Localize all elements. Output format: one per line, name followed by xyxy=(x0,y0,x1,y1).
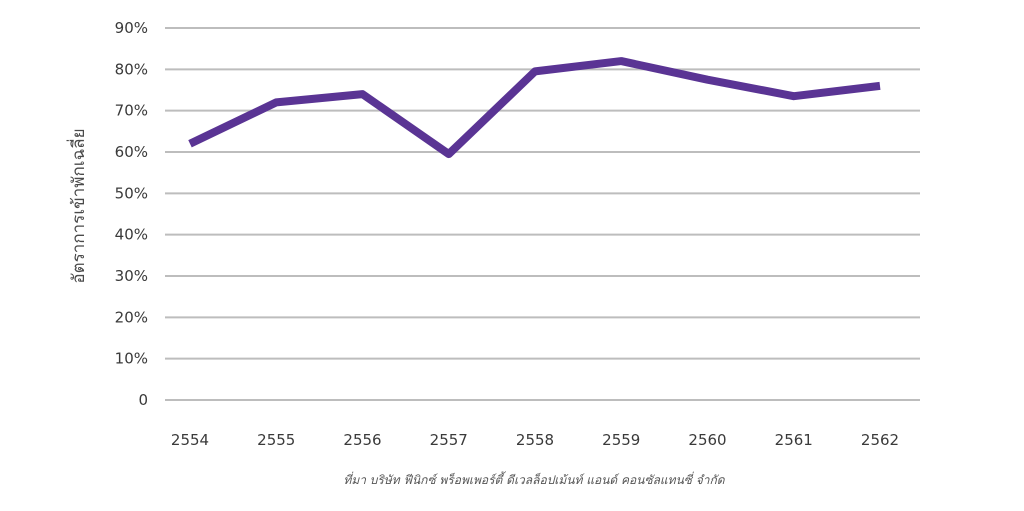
series-layer xyxy=(188,57,881,159)
x-tick-label: 2557 xyxy=(430,431,468,449)
x-tick-label: 2554 xyxy=(171,431,209,449)
y-tick-label: 40% xyxy=(115,226,148,244)
x-tick-labels: 2554 2555 2556 2557 2558 2559 2560 2561 2562 xyxy=(171,431,899,449)
y-tick-label: 80% xyxy=(115,60,148,78)
x-tick-label: 2556 xyxy=(343,431,381,449)
y-tick-label: 20% xyxy=(115,308,148,326)
y-tick-label: 30% xyxy=(115,267,148,285)
x-tick-label: 2562 xyxy=(861,431,899,449)
x-tick-label: 2555 xyxy=(257,431,295,449)
x-tick-label: 2559 xyxy=(602,431,640,449)
y-tick-label: 70% xyxy=(115,102,148,120)
series-line xyxy=(188,57,881,159)
y-tick-label: 10% xyxy=(115,350,148,368)
y-tick-labels: 0 10% 20% 30% 40% 50% 60% 70% 80% 90% xyxy=(115,19,148,409)
source-note: ที่มา บริษัท ฟีนิกซ์ พร็อพเพอร์ตี้ ดีเวล… xyxy=(343,471,725,487)
x-tick-label: 2558 xyxy=(516,431,554,449)
y-axis-label: อัตราการเข้าพักเฉลี่ย xyxy=(66,128,89,283)
y-tick-label: 90% xyxy=(115,19,148,37)
y-tick-label: 50% xyxy=(115,184,148,202)
x-tick-label: 2561 xyxy=(775,431,813,449)
grid-lines xyxy=(165,27,920,401)
y-tick-label: 60% xyxy=(115,143,148,161)
y-tick-label: 0 xyxy=(138,391,148,409)
x-tick-label: 2560 xyxy=(688,431,726,449)
